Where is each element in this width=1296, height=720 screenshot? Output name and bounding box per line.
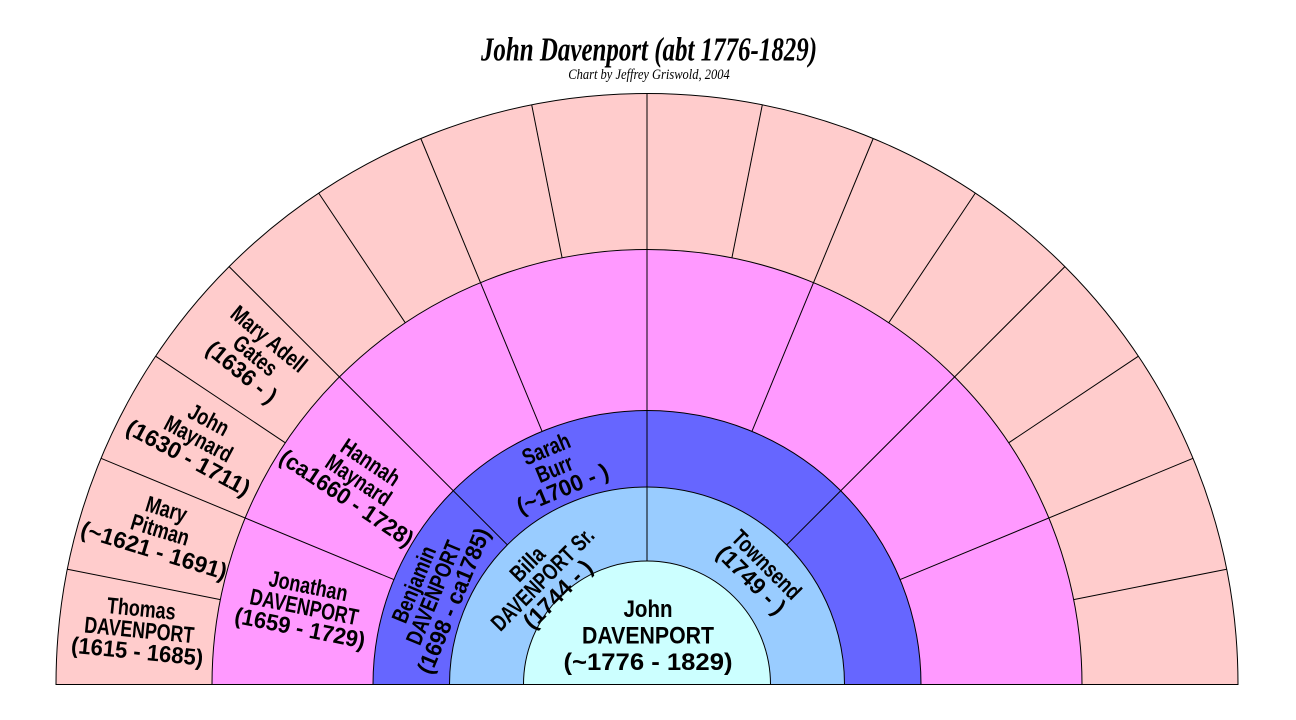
svg-text:John Davenport (abt 1776-1829): John Davenport (abt 1776-1829): [480, 31, 817, 69]
svg-text:Chart by Jeffrey Griswold, 200: Chart by Jeffrey Griswold, 2004: [568, 66, 730, 82]
